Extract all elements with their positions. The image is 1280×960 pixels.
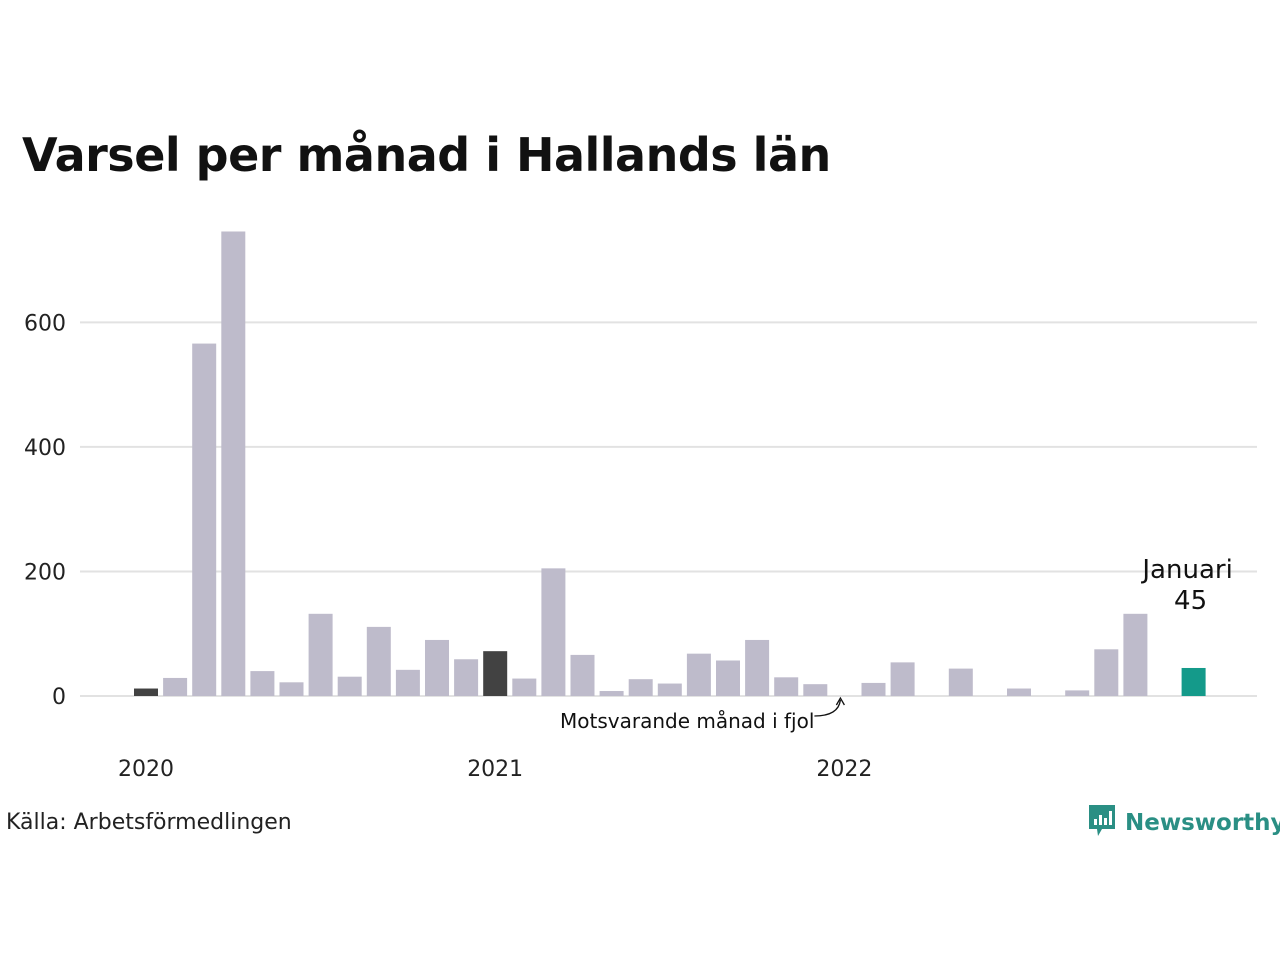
y-tick-label: 600 — [24, 311, 66, 336]
bar-2021-05 — [599, 691, 624, 696]
bar-2020-06 — [279, 682, 304, 696]
bar-2020-07 — [308, 613, 333, 696]
bar-2022-03 — [890, 662, 915, 696]
gridlines — [80, 321, 1257, 697]
bar-2021-04 — [570, 654, 595, 696]
bar-2021-10 — [745, 639, 770, 696]
same-month-note: Motsvarande månad i fjol — [560, 709, 814, 733]
x-tick-label: 2020 — [118, 757, 174, 782]
bar-2020-10 — [395, 669, 420, 696]
newsworthy-logo: Newsworthy — [1087, 803, 1280, 843]
source-note: Källa: Arbetsförmedlingen — [6, 810, 292, 835]
bar-2022-07 — [1007, 688, 1031, 696]
x-tick-label: 2021 — [467, 757, 523, 782]
bar-2020-11 — [425, 639, 449, 696]
y-tick-label: 200 — [24, 560, 66, 585]
bar-2021-11 — [774, 677, 799, 696]
bar-2021-09 — [716, 660, 740, 696]
axis-labels: 0 200 400 600 2020 2021 2022 — [24, 311, 872, 782]
y-tick-label: 400 — [24, 436, 66, 461]
bar-2020-01 — [134, 688, 158, 696]
bar-2020-04 — [221, 231, 246, 696]
bar-2020-03 — [192, 343, 217, 696]
same-month-arrow — [814, 699, 842, 717]
bar-2021-07 — [657, 683, 682, 696]
current-month-value: 45 — [1174, 586, 1207, 616]
bar-2020-05 — [250, 671, 275, 696]
current-month-label: Januari — [1140, 555, 1232, 585]
bar-2022-10 — [1094, 649, 1119, 696]
bar-2022-09 — [1065, 690, 1090, 696]
newsworthy-logo-text: Newsworthy — [1125, 810, 1280, 836]
bar-2020-02 — [163, 677, 188, 696]
bar-2022-05 — [948, 668, 973, 696]
bar-2022-11 — [1123, 613, 1148, 696]
bar-2021-12 — [803, 684, 828, 696]
bar-2022-02 — [861, 682, 886, 696]
x-tick-label: 2022 — [816, 757, 872, 782]
bar-2020-08 — [337, 676, 362, 696]
bar-2021-01 — [483, 651, 508, 696]
bar-2020-09 — [366, 626, 391, 696]
bar-2020-12 — [454, 659, 479, 696]
chart-title: Varsel per månad i Hallands län — [22, 128, 831, 182]
bar-2021-03 — [541, 568, 566, 696]
newsworthy-logo-icon — [1087, 803, 1117, 843]
bars — [134, 231, 1206, 696]
bar-2021-02 — [512, 678, 537, 696]
same-month-arrowhead — [835, 696, 845, 706]
bar-2021-06 — [628, 679, 653, 696]
bar-2023-01 — [1181, 667, 1206, 696]
y-tick-label: 0 — [52, 685, 66, 710]
bar-2021-08 — [686, 653, 711, 696]
